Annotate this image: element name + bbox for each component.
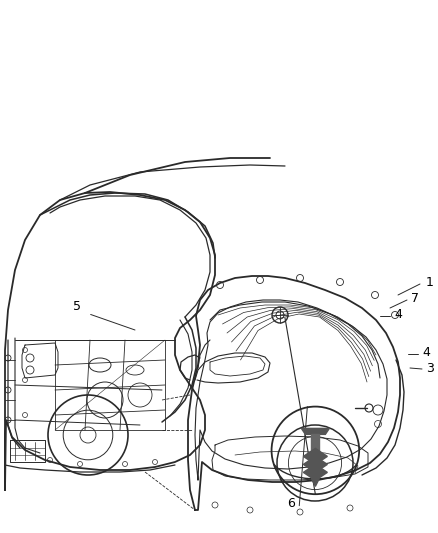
Circle shape — [78, 462, 82, 466]
Polygon shape — [304, 464, 327, 480]
Text: 6: 6 — [287, 497, 295, 510]
Circle shape — [5, 417, 11, 423]
Circle shape — [371, 292, 378, 298]
Text: 4: 4 — [394, 309, 402, 321]
Circle shape — [297, 509, 303, 515]
Circle shape — [347, 505, 353, 511]
Text: 1: 1 — [426, 276, 434, 288]
Text: 5: 5 — [73, 300, 81, 313]
Text: 4: 4 — [422, 346, 430, 359]
Circle shape — [152, 459, 158, 464]
Circle shape — [47, 457, 53, 463]
Circle shape — [365, 404, 373, 412]
Text: 3: 3 — [426, 361, 434, 375]
Circle shape — [392, 311, 399, 319]
Circle shape — [123, 462, 127, 466]
Circle shape — [247, 507, 253, 513]
Polygon shape — [301, 429, 329, 434]
Circle shape — [257, 277, 264, 284]
Circle shape — [22, 377, 28, 383]
Circle shape — [5, 387, 11, 393]
Polygon shape — [304, 456, 327, 472]
Circle shape — [212, 502, 218, 508]
Text: 7: 7 — [411, 292, 419, 304]
Circle shape — [336, 279, 343, 286]
Polygon shape — [311, 479, 319, 487]
Circle shape — [22, 413, 28, 417]
Circle shape — [297, 274, 304, 281]
Polygon shape — [311, 434, 319, 453]
Circle shape — [22, 348, 28, 352]
Polygon shape — [304, 448, 327, 464]
Circle shape — [216, 281, 223, 288]
Circle shape — [5, 355, 11, 361]
